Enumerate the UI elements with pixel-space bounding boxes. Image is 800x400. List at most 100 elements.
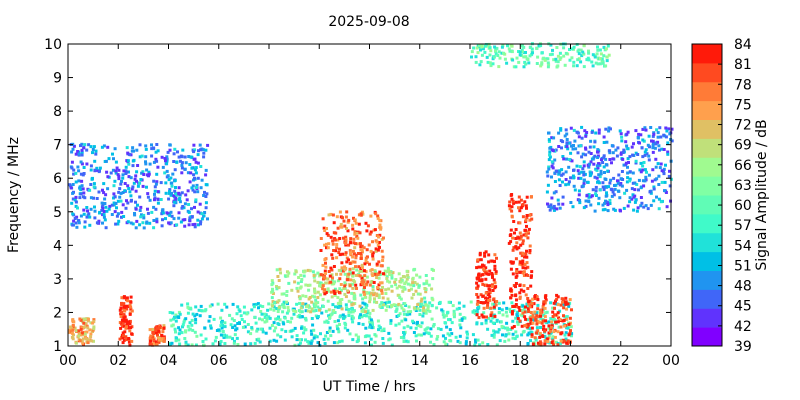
echo-cell — [667, 127, 671, 131]
echo-cell — [511, 260, 515, 264]
echo-cell — [415, 282, 419, 286]
echo-cell — [534, 311, 538, 315]
echo-cell — [347, 314, 351, 317]
echo-cell — [515, 274, 519, 278]
echo-cell — [548, 150, 552, 154]
echo-cell — [92, 185, 96, 189]
echo-cell — [528, 244, 532, 248]
echo-cell — [205, 192, 209, 196]
echo-cell — [83, 325, 86, 329]
echo-cell — [354, 253, 358, 257]
echo-cell — [542, 56, 546, 60]
echo-cell — [634, 159, 638, 163]
echo-cell — [651, 146, 655, 150]
echo-cell — [228, 335, 232, 339]
echo-cell — [356, 252, 360, 255]
echo-cell — [130, 187, 134, 191]
echo-cell — [193, 190, 197, 194]
echo-cell — [549, 43, 553, 47]
echo-cell — [204, 173, 208, 177]
echo-cell — [114, 160, 118, 164]
echo-cell — [138, 143, 142, 147]
echo-cell — [577, 48, 581, 52]
echo-cell — [508, 234, 512, 237]
echo-cell — [458, 318, 462, 322]
echo-cell — [527, 227, 531, 231]
echo-cell — [377, 241, 381, 244]
echo-cell — [625, 188, 629, 192]
echo-cell — [150, 154, 154, 158]
echo-cell — [493, 330, 497, 334]
echo-cell — [364, 310, 367, 314]
echo-cell — [541, 305, 545, 309]
echo-cell — [605, 55, 609, 59]
echo-cell — [106, 175, 110, 179]
echo-cell — [323, 320, 327, 324]
echo-cell — [644, 128, 648, 132]
echo-cell — [450, 321, 454, 325]
echo-cell — [377, 293, 381, 297]
echo-cell — [475, 313, 479, 317]
echo-region — [470, 42, 611, 69]
echo-cell — [196, 176, 200, 180]
echo-cell — [552, 343, 556, 347]
echo-cell — [663, 189, 666, 193]
echo-cell — [544, 295, 547, 299]
echo-cell — [458, 334, 462, 338]
echo-cell — [181, 325, 184, 329]
echo-cell — [521, 271, 525, 275]
echo-cell — [204, 195, 208, 198]
echo-cell — [243, 325, 247, 329]
echo-cell — [240, 318, 244, 321]
echo-cell — [301, 302, 305, 306]
echo-cell — [482, 267, 486, 271]
echo-cell — [462, 316, 466, 319]
echo-cell — [194, 200, 198, 204]
echo-cell — [72, 144, 76, 148]
echo-cell — [550, 325, 553, 329]
echo-cell — [86, 326, 90, 330]
echo-cell — [309, 341, 313, 345]
echo-cell — [521, 239, 525, 243]
echo-cell — [341, 313, 345, 317]
echo-cell — [369, 318, 373, 322]
echo-cell — [622, 148, 626, 152]
echo-cell — [193, 148, 197, 152]
echo-cell — [257, 337, 261, 341]
echo-cell — [170, 341, 174, 345]
echo-cell — [129, 305, 133, 309]
echo-cell — [113, 147, 117, 151]
echo-cell — [345, 306, 349, 310]
echo-cell — [77, 152, 81, 156]
echo-cell — [97, 190, 101, 194]
echo-cell — [619, 209, 622, 213]
echo-cell — [582, 160, 586, 164]
echo-cell — [180, 163, 184, 167]
echo-cell — [513, 231, 516, 235]
echo-cell — [482, 264, 486, 268]
echo-cell — [627, 161, 630, 164]
echo-cell — [419, 325, 423, 329]
echo-cell — [564, 178, 568, 181]
echo-cell — [414, 309, 418, 312]
echo-cell — [387, 287, 391, 291]
echo-cell — [180, 331, 184, 335]
echo-cell — [336, 319, 340, 323]
echo-cell — [283, 316, 287, 320]
echo-cell — [514, 200, 518, 204]
echo-cell — [283, 338, 287, 342]
echo-cell — [539, 64, 543, 68]
echo-cell — [641, 155, 645, 159]
echo-cell — [649, 126, 653, 129]
echo-cell — [333, 320, 337, 323]
echo-cell — [399, 280, 403, 284]
echo-cell — [380, 249, 384, 253]
echo-cell — [87, 212, 91, 216]
echo-cell — [304, 316, 308, 320]
echo-cell — [313, 279, 317, 283]
echo-cell — [477, 44, 481, 48]
echo-cell — [335, 256, 339, 260]
echo-cell — [286, 306, 290, 309]
echo-cell — [602, 155, 606, 159]
